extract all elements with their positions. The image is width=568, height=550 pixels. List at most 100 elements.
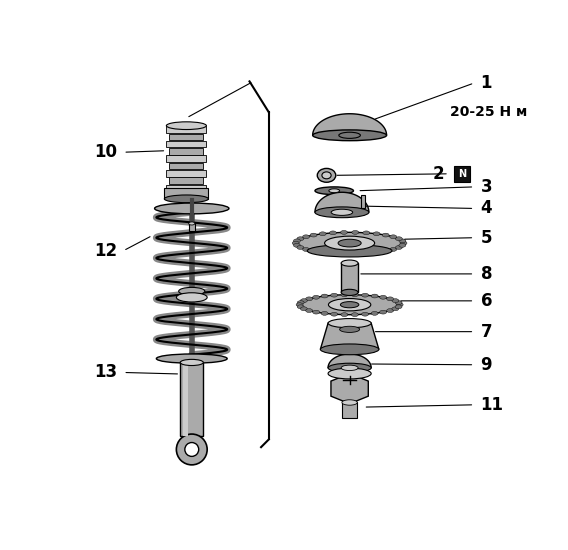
Ellipse shape	[341, 252, 348, 256]
Text: 12: 12	[94, 242, 117, 260]
Polygon shape	[315, 192, 369, 212]
Ellipse shape	[320, 344, 379, 355]
Ellipse shape	[329, 189, 340, 192]
Polygon shape	[312, 114, 387, 135]
Bar	[180, 362, 203, 436]
Ellipse shape	[331, 293, 337, 297]
Ellipse shape	[296, 232, 403, 254]
Ellipse shape	[399, 239, 406, 243]
Ellipse shape	[362, 293, 369, 297]
Ellipse shape	[294, 239, 300, 243]
Ellipse shape	[341, 289, 358, 295]
Ellipse shape	[341, 313, 348, 317]
Text: N: N	[458, 169, 466, 179]
Ellipse shape	[395, 237, 402, 241]
Ellipse shape	[395, 305, 402, 309]
Ellipse shape	[328, 318, 371, 328]
Ellipse shape	[396, 302, 403, 307]
Ellipse shape	[180, 359, 203, 366]
Ellipse shape	[300, 307, 307, 311]
Text: 2: 2	[433, 165, 444, 183]
Ellipse shape	[395, 301, 402, 305]
Ellipse shape	[379, 295, 387, 299]
Ellipse shape	[371, 311, 378, 315]
Text: 5: 5	[481, 229, 492, 247]
Bar	[166, 156, 206, 162]
Ellipse shape	[312, 130, 387, 141]
Ellipse shape	[294, 244, 300, 248]
Polygon shape	[320, 323, 379, 349]
Text: 8: 8	[481, 265, 492, 283]
Ellipse shape	[352, 230, 359, 234]
Ellipse shape	[363, 251, 370, 255]
Ellipse shape	[321, 311, 328, 315]
Ellipse shape	[306, 309, 312, 312]
Ellipse shape	[312, 295, 320, 299]
Text: 11: 11	[481, 396, 503, 414]
Ellipse shape	[306, 297, 312, 301]
Bar	[169, 177, 203, 184]
FancyBboxPatch shape	[164, 188, 208, 199]
Ellipse shape	[312, 310, 320, 314]
Bar	[189, 223, 195, 231]
Bar	[341, 263, 358, 293]
Ellipse shape	[341, 293, 348, 296]
Ellipse shape	[340, 326, 360, 332]
Bar	[342, 403, 357, 418]
Ellipse shape	[319, 250, 326, 254]
Ellipse shape	[341, 365, 358, 371]
Ellipse shape	[352, 252, 359, 256]
Ellipse shape	[399, 244, 406, 248]
Ellipse shape	[179, 287, 205, 295]
Ellipse shape	[331, 312, 337, 316]
Ellipse shape	[341, 260, 358, 266]
Bar	[166, 170, 206, 177]
Ellipse shape	[300, 299, 307, 303]
Text: 3: 3	[481, 178, 492, 196]
Ellipse shape	[387, 297, 394, 301]
Ellipse shape	[296, 302, 303, 307]
Ellipse shape	[338, 239, 361, 247]
Ellipse shape	[315, 207, 369, 218]
Ellipse shape	[329, 231, 336, 235]
Ellipse shape	[315, 187, 353, 195]
Ellipse shape	[307, 245, 392, 257]
Ellipse shape	[363, 231, 370, 235]
Ellipse shape	[379, 310, 387, 314]
Ellipse shape	[297, 305, 304, 309]
Text: 13: 13	[94, 364, 117, 382]
Ellipse shape	[297, 237, 304, 241]
Ellipse shape	[331, 209, 353, 216]
Ellipse shape	[297, 301, 304, 305]
Ellipse shape	[177, 434, 207, 465]
Ellipse shape	[352, 293, 358, 296]
Ellipse shape	[387, 309, 394, 312]
Ellipse shape	[392, 307, 399, 311]
Bar	[169, 148, 203, 155]
Bar	[169, 134, 203, 140]
Ellipse shape	[400, 241, 407, 245]
Ellipse shape	[362, 312, 369, 316]
Ellipse shape	[318, 168, 336, 182]
FancyBboxPatch shape	[454, 166, 470, 182]
Ellipse shape	[299, 295, 400, 315]
Ellipse shape	[329, 251, 336, 255]
Ellipse shape	[324, 236, 375, 250]
Ellipse shape	[303, 248, 310, 251]
Bar	[166, 141, 206, 147]
Ellipse shape	[310, 233, 317, 237]
Ellipse shape	[340, 301, 359, 308]
Ellipse shape	[310, 249, 317, 253]
Ellipse shape	[382, 233, 389, 237]
Ellipse shape	[342, 400, 357, 405]
Ellipse shape	[177, 293, 207, 302]
Bar	[183, 362, 188, 436]
Text: 10: 10	[94, 143, 117, 161]
Ellipse shape	[341, 230, 348, 234]
Ellipse shape	[339, 132, 361, 139]
Text: 20-25 Н м: 20-25 Н м	[450, 105, 527, 119]
Ellipse shape	[373, 250, 380, 254]
Ellipse shape	[166, 122, 206, 130]
Ellipse shape	[297, 245, 304, 249]
Ellipse shape	[328, 368, 371, 379]
